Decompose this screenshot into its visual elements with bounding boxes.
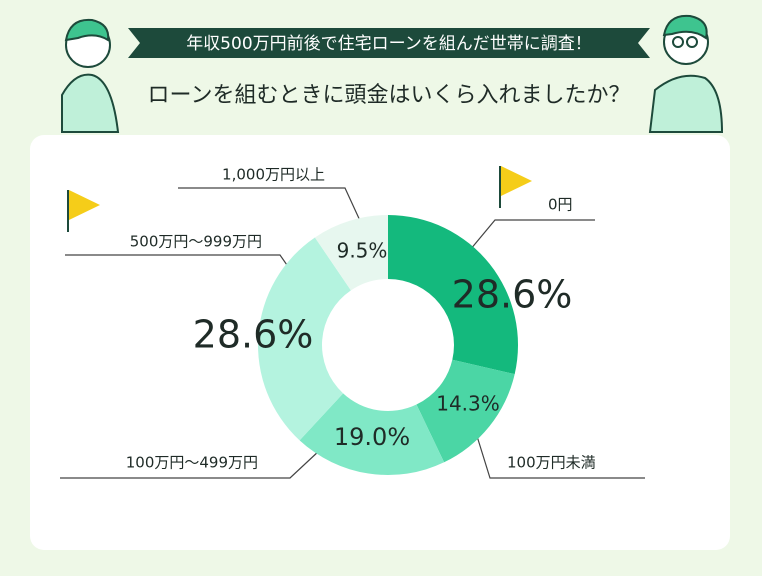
category-label: 0円 xyxy=(548,196,573,214)
category-label: 1,000万円以上 xyxy=(222,166,325,184)
value-label: 14.3% xyxy=(436,392,500,416)
value-label: 19.0% xyxy=(334,423,410,451)
chart-title: 年収500万円前後で住宅ローンを組んだ世帯に調査！ xyxy=(186,34,592,54)
donut-slice xyxy=(416,359,515,463)
category-label: 500万円～999万円 xyxy=(130,233,262,251)
card xyxy=(30,135,730,550)
value-label: 9.5% xyxy=(337,239,388,263)
category-label: 100万円～499万円 xyxy=(126,454,258,472)
chart-subtitle: ローンを組むときに頭金はいくら入れましたか？ xyxy=(148,83,631,108)
person-left xyxy=(61,18,120,133)
donut-slice xyxy=(299,393,445,475)
category-label: 100万円未満 xyxy=(507,454,596,472)
title-banner xyxy=(128,28,650,58)
person-right xyxy=(648,14,724,133)
value-label: 28.6% xyxy=(193,313,314,357)
flag xyxy=(67,190,100,232)
donut-slice xyxy=(314,215,388,291)
flag xyxy=(499,166,532,208)
donut-slice xyxy=(388,215,518,375)
value-label: 28.6% xyxy=(452,273,573,317)
donut-slice xyxy=(258,237,351,441)
